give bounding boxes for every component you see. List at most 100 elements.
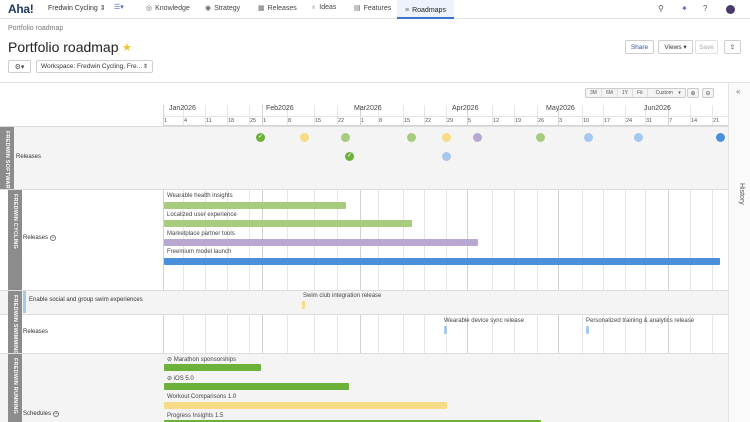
export-icon[interactable]: ⇪ xyxy=(724,40,741,54)
help-icon[interactable]: ? xyxy=(703,4,708,13)
schedule-bar[interactable] xyxy=(164,383,349,390)
top-nav: Aha! Fredwin Cycling ⇕ ☰▾ ◎ Knowledge ◉ St… xyxy=(0,0,750,19)
zoom-3m[interactable]: 3M xyxy=(586,89,602,97)
milestone-dot[interactable] xyxy=(584,133,593,142)
chevron-updown-icon: ⇕ xyxy=(142,64,148,70)
check-circle-icon: ⊘ xyxy=(167,357,173,363)
week-tick-label: 8 xyxy=(379,118,383,124)
zoom-out-icon[interactable]: ⊖ xyxy=(702,88,714,98)
row-title: Releases xyxy=(16,154,42,160)
group-label-software: FREDWIN SOFTWARE xyxy=(0,127,14,193)
bar-label: Localized user experience xyxy=(167,212,237,218)
ai-sparkle-icon[interactable]: ✦ xyxy=(681,4,688,13)
tab-label: Knowledge xyxy=(155,4,190,12)
breadcrumb[interactable]: Portfolio roadmap xyxy=(8,25,64,32)
release-marker[interactable] xyxy=(302,301,305,309)
initiative-color-marker xyxy=(23,291,26,313)
add-icon[interactable]: + xyxy=(50,235,57,241)
milestone-dot[interactable] xyxy=(716,133,725,142)
page-title: Portfolio roadmap xyxy=(8,39,119,55)
group-swimming-initiative xyxy=(0,290,728,314)
zoom-fit[interactable]: Fit xyxy=(633,89,648,97)
tab-releases[interactable]: ▦ Releases xyxy=(258,4,297,13)
zoom-in-icon[interactable]: ⊕ xyxy=(687,88,699,98)
bar-label: Marketplace partner tools xyxy=(167,231,235,237)
group-cycling xyxy=(0,189,728,290)
workspace-name: Fredwin Cycling xyxy=(48,5,98,12)
row-label-releases[interactable]: Releases + xyxy=(23,235,57,241)
milestone-dot[interactable]: ✓ xyxy=(256,133,265,142)
collapse-left-icon[interactable]: « xyxy=(736,87,741,96)
share-button[interactable]: Share xyxy=(625,40,654,54)
schedule-bar[interactable] xyxy=(164,402,447,409)
save-button[interactable]: Save xyxy=(695,40,718,54)
release-marker[interactable] xyxy=(586,326,589,334)
views-label: Views xyxy=(664,43,682,51)
zoom-6m[interactable]: 6M xyxy=(602,89,618,97)
milestone-dot[interactable] xyxy=(634,133,643,142)
milestone-dot[interactable] xyxy=(300,133,309,142)
week-tick-label: 25 xyxy=(250,118,257,124)
month-label: Apr2026 xyxy=(452,105,479,112)
schedule-bar[interactable] xyxy=(164,420,541,422)
release-label: Personalized training & analytics releas… xyxy=(586,318,695,324)
milestone-dot[interactable]: ✓ xyxy=(345,152,354,161)
views-button[interactable]: Views ▾ xyxy=(658,40,693,54)
bar-label: Progress Insights 1.5 xyxy=(167,413,224,419)
star-icon[interactable]: ★ xyxy=(122,42,132,54)
roadmaps-icon: ≡ xyxy=(405,7,410,14)
tab-knowledge[interactable]: ◎ Knowledge xyxy=(146,4,190,13)
month-label: Jun2026 xyxy=(644,105,671,112)
settings-button[interactable]: ⚙ ▾ xyxy=(8,60,31,73)
bar-label: Freemium model launch xyxy=(167,249,232,255)
month-label: Mar2026 xyxy=(354,105,382,112)
row-label-schedules[interactable]: Schedules + xyxy=(23,411,60,417)
week-header: 1 4 11 18 25 1 8 15 22 1 8 15 22 29 5 12 19 26 3 10 17 24 31 7 1… xyxy=(163,116,728,126)
tab-label: Releases xyxy=(267,4,297,12)
milestone-dot[interactable] xyxy=(341,133,350,142)
milestone-dot[interactable] xyxy=(442,133,451,142)
week-tick-label: 29 xyxy=(447,118,454,124)
week-tick-label: 17 xyxy=(604,118,611,124)
initiative-label[interactable]: Enable social and group swim experiences xyxy=(29,297,143,303)
zoom-1y[interactable]: 1Y xyxy=(618,89,634,97)
milestone-dot[interactable] xyxy=(442,152,451,161)
tab-features[interactable]: ▤ Features xyxy=(354,4,392,13)
history-label: History xyxy=(738,183,745,205)
schedule-bar[interactable] xyxy=(164,364,261,371)
release-label: Wearable device sync release xyxy=(444,318,524,324)
zoom-custom-label: Custom xyxy=(655,90,673,96)
workspace-switcher[interactable]: Fredwin Cycling ⇕ xyxy=(48,4,106,12)
group-label-running: FREDWIN RUNNING xyxy=(8,354,22,422)
tab-label: Features xyxy=(363,4,392,12)
tab-roadmaps[interactable]: ≡ Roadmaps xyxy=(397,0,454,19)
aha-logo[interactable]: Aha! xyxy=(8,2,34,16)
week-tick-label: 1 xyxy=(164,118,168,124)
month-label: May2026 xyxy=(546,105,575,112)
release-bar[interactable] xyxy=(164,220,412,227)
milestone-dot[interactable] xyxy=(473,133,482,142)
week-tick-label: 26 xyxy=(538,118,545,124)
avatar[interactable] xyxy=(726,5,735,14)
week-tick-label: 4 xyxy=(184,118,188,124)
zoom-custom[interactable]: Custom ▾ xyxy=(648,89,685,97)
workspace-menu-icon[interactable]: ☰▾ xyxy=(114,4,124,11)
release-bar[interactable] xyxy=(164,202,346,209)
release-bar[interactable] xyxy=(164,258,720,265)
workspace-filter-select[interactable]: Workspace: Fredwin Cycling, Fre... ⇕ xyxy=(36,60,153,73)
bar-label: Workout Comparisons 1.0 xyxy=(167,394,237,400)
milestone-dot[interactable] xyxy=(407,133,416,142)
history-panel[interactable]: « History xyxy=(728,83,750,422)
add-icon[interactable]: + xyxy=(53,411,60,417)
bar-text: Marathon sponsorships xyxy=(173,357,237,363)
tab-ideas[interactable]: ♁ Ideas xyxy=(311,4,336,11)
week-tick-label: 8 xyxy=(288,118,292,124)
releases-icon: ▦ xyxy=(258,5,265,12)
tab-strategy[interactable]: ◉ Strategy xyxy=(205,4,240,13)
group-title: FREDWIN SWIMMING xyxy=(12,295,18,355)
search-icon[interactable]: ⚲ xyxy=(658,4,664,13)
gear-icon: ⚙ xyxy=(14,63,21,71)
release-marker[interactable] xyxy=(444,326,447,334)
milestone-dot[interactable] xyxy=(536,133,545,142)
release-bar[interactable] xyxy=(164,239,478,246)
